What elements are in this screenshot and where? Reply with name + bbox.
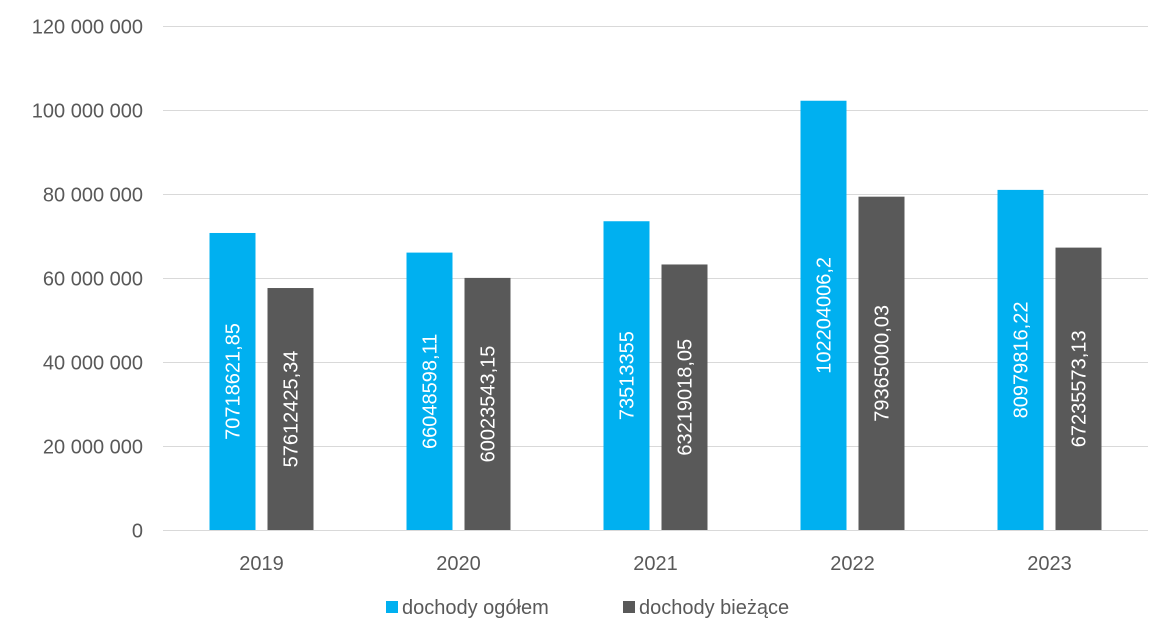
legend-label: dochody ogółem: [402, 597, 549, 619]
y-axis-tick-labels: 0 20 000 000 40 000 000 60 000 000 80 000 00…: [32, 17, 143, 543]
bar-dochody-ogółem-2021: [603, 221, 650, 531]
bar-dochody-bieżące-2021: [661, 264, 708, 530]
data-label: 80979816,22: [1011, 302, 1033, 419]
x-axis-category-labels: 2019 2020 2021 2022 2023: [239, 553, 1072, 575]
bar-dochody-ogółem-2019: [209, 232, 256, 530]
bar-dochody-bieżące-2019: [267, 288, 314, 530]
x-category-label: 2022: [830, 553, 875, 575]
legend: dochody ogółem dochody bieżące: [386, 597, 789, 619]
bar-dochody-bieżące-2023: [1055, 247, 1102, 530]
data-label: 60023543,15: [478, 346, 500, 463]
x-category-label: 2023: [1027, 553, 1072, 575]
data-label: 70718621,85: [223, 323, 245, 440]
data-label: 67235573,13: [1069, 330, 1091, 447]
gridlines: [163, 26, 1148, 531]
legend-label: dochody bieżące: [639, 597, 789, 619]
legend-swatch: [386, 601, 398, 613]
y-tick-label: 40 000 000: [43, 353, 143, 375]
legend-swatch: [623, 601, 635, 613]
data-label: 73513355: [617, 331, 639, 420]
data-label: 63219018,05: [675, 339, 697, 456]
bar-dochody-bieżące-2022: [858, 196, 905, 530]
x-category-label: 2021: [633, 553, 678, 575]
bar-dochody-bieżące-2020: [464, 277, 511, 530]
bar-dochody-ogółem-2023: [997, 189, 1044, 530]
y-tick-label: 0: [132, 521, 143, 543]
data-label: 79365000,03: [872, 305, 894, 422]
data-label: 102204006,2: [814, 257, 836, 374]
data-label: 66048598,11: [420, 334, 442, 449]
bar-dochody-ogółem-2022: [800, 100, 847, 531]
y-tick-label: 100 000 000: [32, 101, 143, 123]
data-label: 57612425,34: [281, 351, 303, 468]
x-category-label: 2019: [239, 553, 284, 575]
bars: [209, 100, 1102, 531]
y-tick-label: 120 000 000: [32, 17, 143, 39]
y-tick-label: 20 000 000: [43, 437, 143, 459]
data-labels: 70718621,85 57612425,34 66048598,11 6002354…: [223, 257, 1091, 467]
bar-dochody-ogółem-2020: [406, 252, 453, 530]
x-category-label: 2020: [436, 553, 481, 575]
y-tick-label: 60 000 000: [43, 269, 143, 291]
y-tick-label: 80 000 000: [43, 185, 143, 207]
